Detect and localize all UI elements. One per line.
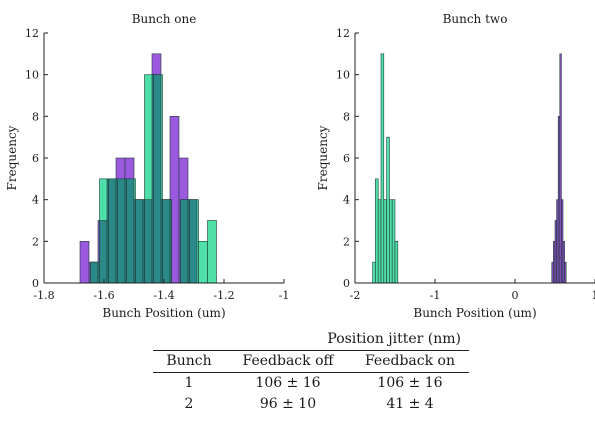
- jitter-table: Position jitter (nm) Bunch Feedback off …: [153, 328, 469, 415]
- chart-title: Bunch two: [443, 12, 508, 26]
- y-tick-label: 12: [336, 27, 350, 40]
- histogram-overlap-bar: [99, 220, 108, 284]
- histogram-overlap-bar: [180, 199, 189, 284]
- x-tick-label: -1.2: [213, 289, 234, 302]
- histogram-bar: [394, 241, 399, 284]
- x-tick-label: -1.4: [153, 289, 174, 302]
- histogram-bar: [389, 199, 393, 284]
- x-tick-label: -1: [279, 289, 290, 302]
- header-feedback-on: Feedback on: [364, 353, 455, 369]
- x-tick-label: -1: [430, 289, 441, 302]
- y-tick-label: 8: [343, 110, 350, 123]
- y-axis-label: Frequency: [316, 125, 330, 190]
- cell-bunch: 2: [184, 396, 194, 412]
- y-tick-label: 4: [32, 194, 39, 207]
- x-axis-label: Bunch Position (um): [413, 306, 536, 320]
- chart-title: Bunch one: [132, 12, 197, 26]
- table-row: 2 96 ± 10 41 ± 4: [153, 394, 469, 415]
- table-row: 1 106 ± 16 106 ± 16: [153, 373, 469, 394]
- cell-feedback-off: 96 ± 10: [259, 396, 317, 412]
- histogram-bar: [391, 199, 396, 284]
- histogram-bar: [207, 220, 217, 284]
- cell-feedback-on: 41 ± 4: [386, 396, 434, 412]
- histogram-bar: [375, 178, 379, 284]
- cell-feedback-off: 106 ± 16: [255, 375, 321, 391]
- histogram-overlap-bar: [108, 178, 117, 284]
- x-tick-label: 0: [512, 289, 519, 302]
- cell-bunch: 1: [184, 375, 194, 391]
- cell-feedback-on: 106 ± 16: [377, 375, 443, 391]
- histogram-bar: [383, 199, 387, 284]
- y-tick-label: 4: [343, 194, 350, 207]
- histogram-bar: [380, 53, 385, 284]
- header-feedback-off: Feedback off: [242, 353, 334, 369]
- x-tick-label: -1.6: [93, 289, 114, 302]
- histogram-bar: [386, 136, 390, 284]
- y-tick-label: 12: [25, 27, 39, 40]
- histogram-bar: [372, 261, 376, 284]
- x-tick-label: -2: [350, 289, 361, 302]
- table-header-row: Bunch Feedback off Feedback on: [153, 351, 469, 372]
- histogram-bar: [198, 241, 208, 284]
- table-group-header: Position jitter (nm): [327, 331, 461, 347]
- y-tick-label: 2: [343, 235, 350, 248]
- histogram-bar: [564, 261, 567, 284]
- y-tick-label: 10: [336, 69, 350, 82]
- table-rule-top: [153, 350, 469, 351]
- histogram-overlap-bar: [90, 261, 99, 284]
- x-tick-label: -1.8: [33, 289, 54, 302]
- table-rule-mid: [153, 372, 469, 373]
- histogram-overlap-bar: [169, 199, 172, 284]
- figure-canvas: Bunch one-1.8 -1.6 -1.4 -1.2 -1024681012Bunc…: [5, 12, 595, 320]
- histogram-overlap-bar: [117, 178, 126, 284]
- x-axis-label: Bunch Position (um): [102, 306, 225, 320]
- y-tick-label: 6: [343, 152, 350, 165]
- y-tick-label: 8: [32, 110, 39, 123]
- y-tick-label: 6: [32, 152, 39, 165]
- histogram-overlap-bar: [189, 199, 198, 284]
- histogram-bar: [79, 241, 90, 284]
- y-axis-label: Frequency: [5, 125, 19, 190]
- header-bunch: Bunch: [166, 353, 212, 369]
- y-tick-label: 10: [25, 69, 39, 82]
- x-tick-label: 1: [592, 289, 595, 302]
- histogram-overlap-bar: [153, 74, 162, 284]
- histogram-overlap-bar: [144, 199, 153, 284]
- y-tick-label: 2: [32, 235, 39, 248]
- histogram-overlap-bar: [162, 199, 171, 284]
- histogram-overlap-bar: [126, 178, 135, 284]
- histogram-overlap-bar: [135, 199, 144, 284]
- y-tick-label: 0: [32, 277, 39, 290]
- histogram-bar: [377, 199, 382, 284]
- y-tick-label: 0: [343, 277, 350, 290]
